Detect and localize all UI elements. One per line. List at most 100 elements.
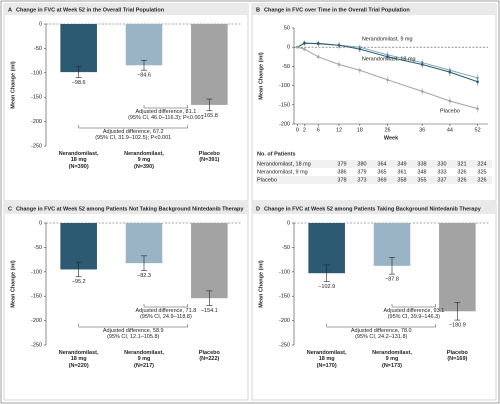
x-tick-label: 6 xyxy=(317,127,320,133)
risk-value: 355 xyxy=(417,177,426,183)
y-tick-label: -200 xyxy=(279,121,290,127)
y-tick-label: -50 xyxy=(282,245,290,251)
y-axis-label: Mean Change (ml) xyxy=(10,260,16,308)
y-tick-label: -50 xyxy=(34,46,42,52)
risk-row-name: Placebo xyxy=(257,177,277,183)
risk-table-title: No. of Patients xyxy=(257,151,296,157)
bar xyxy=(439,223,476,312)
category-label: Placebo (N=169) xyxy=(446,350,468,363)
series-label: Nerandomilast, 9 mg xyxy=(362,37,413,43)
panel-title: Change in FVC over Time in the Overall T… xyxy=(264,7,410,13)
risk-value: 373 xyxy=(357,177,366,183)
y-tick-label: -250 xyxy=(279,342,290,348)
x-tick-label: 52 xyxy=(475,127,481,133)
category-label-box: Nerandomilast, 18 mg (N=390) xyxy=(59,151,99,170)
y-tick-label: -200 xyxy=(31,318,42,324)
point xyxy=(358,68,362,72)
y-tick-label: -150 xyxy=(279,102,290,108)
annotation: Adjusted difference, 78.0 (95% CI, 24.2–… xyxy=(350,328,412,341)
annotation-bracket xyxy=(143,105,189,109)
panel-letter: A xyxy=(8,7,12,13)
y-tick-label: -100 xyxy=(279,269,290,275)
risk-value: 337 xyxy=(437,177,446,183)
y-tick-label: 0 xyxy=(39,220,42,226)
risk-row-bg xyxy=(256,160,492,168)
category-label-box: Nerandomilast, 18 mg (N=220) xyxy=(58,350,99,369)
point xyxy=(303,47,306,51)
point xyxy=(448,99,452,103)
annotation-box: Adjusted difference, 67.2 (95% CI, 31.9–… xyxy=(95,129,171,141)
x-tick-label: 44 xyxy=(447,127,453,133)
point xyxy=(358,47,362,51)
bar xyxy=(125,24,163,66)
risk-value: 326 xyxy=(477,177,486,183)
risk-value: 386 xyxy=(337,169,346,175)
y-tick-label: -200 xyxy=(279,318,290,324)
category-label: Nerandomilast, 9 mg (N=173) xyxy=(372,350,412,369)
value-label: −154.1 xyxy=(201,308,218,314)
series-label: Placebo xyxy=(440,108,460,114)
panel-header xyxy=(4,4,248,15)
panel-title: Change in FVC at Week 52 among Patients … xyxy=(16,206,244,212)
x-tick-label: 36 xyxy=(419,127,425,133)
risk-value: 330 xyxy=(437,161,446,167)
x-tick-label: 2 xyxy=(303,127,306,133)
annotation-box: Adjusted difference, 93.1 (95% CI, 39.9–… xyxy=(383,308,445,321)
y-tick-label: -100 xyxy=(279,83,290,89)
y-tick-label: -50 xyxy=(282,64,290,70)
risk-value: 361 xyxy=(397,169,406,175)
risk-value: 338 xyxy=(417,161,426,167)
point xyxy=(420,63,424,66)
category-label: Nerandomilast, 18 mg (N=220) xyxy=(58,350,99,369)
value-label: −180.9 xyxy=(449,323,466,329)
category-label: Nerandomilast, 9 mg (N=217) xyxy=(124,350,164,369)
x-tick-label: 18 xyxy=(357,127,363,133)
value-label: −82.3 xyxy=(137,273,151,279)
annotation-bracket xyxy=(143,304,189,308)
category-label-box: Nerandomilast, 9 mg (N=217) xyxy=(124,350,164,369)
point xyxy=(420,90,424,93)
panel-title: Change in FVC at Week 52 among Patients … xyxy=(264,206,482,212)
risk-value: 378 xyxy=(337,177,346,183)
risk-value: 379 xyxy=(337,161,346,167)
risk-value: 349 xyxy=(397,161,406,167)
y-axis-label: Mean Change (ml) xyxy=(10,61,16,109)
risk-value: 324 xyxy=(477,161,486,167)
y-tick-label: -250 xyxy=(31,143,42,149)
series-label: Nerandomilast, 18 mg xyxy=(362,57,416,63)
panel-header xyxy=(252,203,496,214)
risk-value: 321 xyxy=(457,161,466,167)
annotation-bracket xyxy=(391,304,437,308)
risk-value: 369 xyxy=(377,177,386,183)
category-label-box: Nerandomilast, 9 mg (N=173) xyxy=(372,350,412,369)
value-label: −102.9 xyxy=(318,284,335,290)
y-tick-label: 0 xyxy=(287,45,290,51)
risk-row-bg xyxy=(256,176,492,184)
y-axis-label: Mean Change (ml) xyxy=(258,52,264,100)
risk-value: 326 xyxy=(457,177,466,183)
bar xyxy=(60,223,97,270)
category-label-box: Placebo (N=169) xyxy=(446,350,468,363)
bar xyxy=(191,24,228,105)
point xyxy=(476,80,479,84)
panel-letter: C xyxy=(8,206,12,212)
point xyxy=(386,55,389,59)
risk-value: 380 xyxy=(357,161,366,167)
x-tick-label: 12 xyxy=(336,127,342,133)
category-label-box: Placebo (N=391) xyxy=(199,151,220,163)
y-tick-label: 0 xyxy=(39,21,42,27)
y-axis-label: Mean Change (ml) xyxy=(258,260,264,308)
annotation: Adjusted difference, 71.8 (95% CI, 24.9–… xyxy=(135,308,197,321)
point xyxy=(476,107,479,110)
y-tick-label: 0 xyxy=(287,220,290,226)
risk-value: 326 xyxy=(457,169,466,175)
annotation-box: Adjusted difference, 71.8 (95% CI, 24.9–… xyxy=(135,308,197,321)
y-tick-label: -100 xyxy=(31,269,42,275)
point xyxy=(303,42,306,45)
value-label: −98.6 xyxy=(72,80,86,86)
point xyxy=(316,55,320,59)
panel-letter: B xyxy=(256,7,260,13)
y-tick-label: -150 xyxy=(31,294,42,300)
annotation: Adjusted difference, 93.1 (95% CI, 39.9–… xyxy=(383,308,445,321)
